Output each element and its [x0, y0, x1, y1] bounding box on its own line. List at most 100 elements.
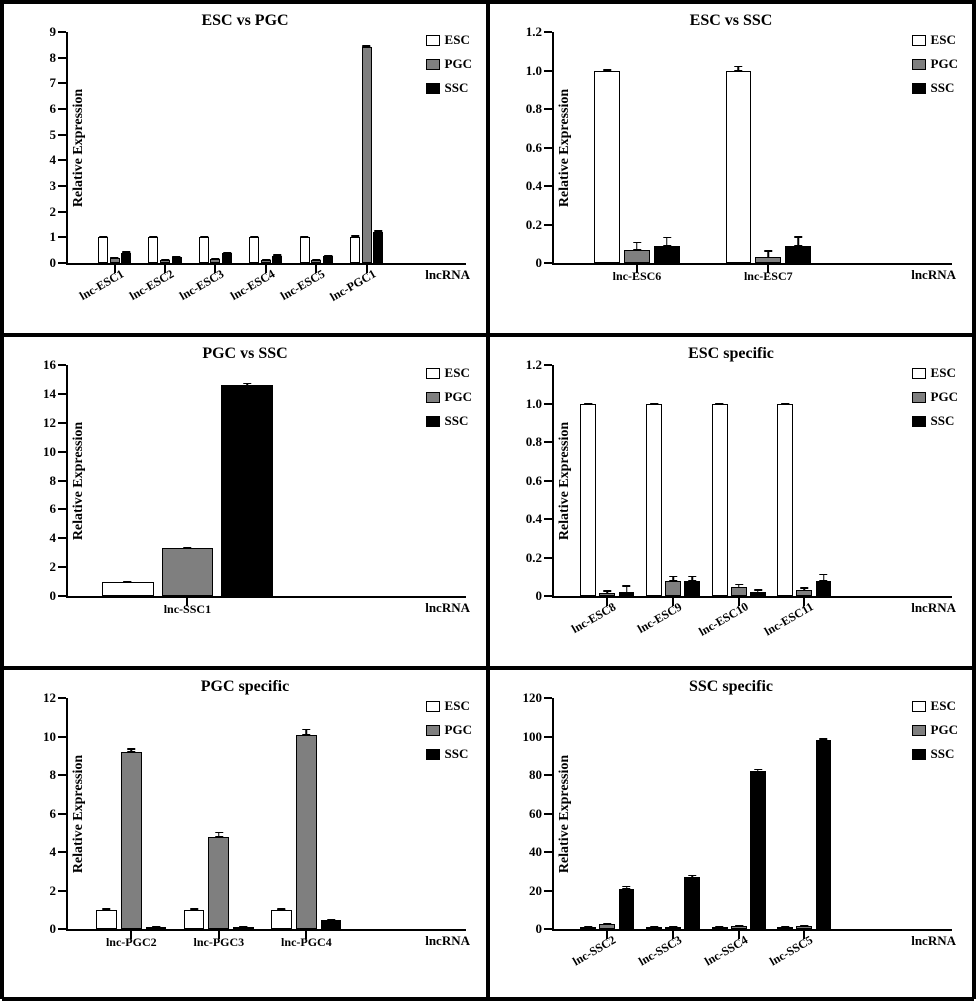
x-axis-label: lncRNA	[425, 267, 470, 283]
error-bar	[823, 738, 825, 741]
panel-esc_vs_pgc: ESC vs PGCESCPGCSSCRelative Expression01…	[2, 2, 488, 335]
y-tick	[544, 480, 552, 482]
y-tick	[544, 890, 552, 892]
y-tick	[544, 262, 552, 264]
bars-container	[68, 32, 466, 263]
y-tick-label: 60	[529, 806, 542, 822]
bar-ssc	[816, 581, 832, 596]
y-tick	[58, 537, 66, 539]
y-tick	[58, 236, 66, 238]
bar-ssc	[654, 246, 680, 263]
error-bar	[691, 875, 693, 878]
error-bar	[306, 729, 308, 736]
y-tick-label: 14	[43, 386, 56, 402]
x-tick-label: lnc-ESC3	[177, 267, 227, 304]
chart-title: PGC specific	[14, 678, 476, 696]
bars-container	[554, 698, 952, 929]
error-bar	[193, 908, 195, 911]
x-tick-label: lnc-PGC2	[106, 935, 157, 950]
bar-ssc	[816, 740, 832, 929]
chart-area: Relative Expression024681012lnc-PGC2lnc-…	[66, 698, 466, 953]
bar-pgc	[731, 926, 747, 929]
y-tick-label: 8	[50, 473, 57, 489]
bar-pgc	[755, 257, 781, 263]
y-tick-label: 0.2	[526, 217, 542, 233]
error-bar	[203, 236, 205, 239]
bars-container	[554, 32, 952, 263]
y-tick	[544, 518, 552, 520]
y-tick	[58, 774, 66, 776]
chart-title: ESC vs SSC	[500, 12, 962, 30]
y-tick	[544, 774, 552, 776]
bar-group	[248, 32, 284, 263]
bar-esc	[726, 71, 752, 264]
bar-ssc	[684, 581, 700, 596]
error-bar	[588, 403, 590, 405]
bar-group	[96, 32, 132, 263]
error-bar	[226, 252, 228, 255]
bar-pgc	[599, 924, 615, 929]
y-tick-label: 0	[50, 921, 57, 937]
x-tick-label: lnc-ESC10	[696, 599, 751, 639]
y-tick-label: 1.0	[526, 63, 542, 79]
bar-pgc	[796, 926, 812, 929]
y-tick-label: 0.2	[526, 550, 542, 566]
bar-pgc	[210, 259, 220, 263]
bar-esc	[271, 910, 292, 929]
chart-area: Relative Expression0246810121416lnc-SSC1…	[66, 365, 466, 620]
x-tick-label: lnc-ESC2	[127, 267, 177, 304]
error-bar	[106, 908, 108, 911]
panel-pgc_specific: PGC specificESCPGCSSCRelative Expression…	[2, 668, 488, 1001]
bar-pgc	[362, 47, 372, 263]
error-bar	[377, 230, 379, 233]
y-tick	[58, 480, 66, 482]
bar-esc	[646, 404, 662, 597]
x-tick-label: lnc-SSC4	[702, 933, 751, 970]
plot-region: Relative Expression020406080100120lnc-SS…	[552, 698, 952, 931]
bar-pgc	[121, 752, 142, 929]
error-bar	[653, 403, 655, 405]
y-tick-label: 2	[50, 559, 57, 575]
bar-group	[711, 365, 767, 596]
y-tick	[544, 441, 552, 443]
bar-ssc	[619, 889, 635, 929]
y-tick	[58, 393, 66, 395]
error-bar	[666, 237, 668, 247]
chart-area: Relative Expression0123456789lnc-ESC1lnc…	[66, 32, 466, 287]
y-tick	[58, 595, 66, 597]
error-bar	[738, 584, 740, 589]
error-bar	[327, 255, 329, 257]
bar-esc	[777, 404, 793, 597]
x-tick-label: lnc-ESC7	[744, 269, 793, 284]
y-tick-label: 4	[50, 152, 57, 168]
x-tick-label: lnc-ESC4	[228, 267, 278, 304]
bar-group	[197, 32, 233, 263]
bar-group	[98, 365, 277, 596]
chart-area: Relative Expression00.20.40.60.81.01.2ln…	[552, 365, 952, 620]
bar-group	[183, 698, 255, 929]
error-bar	[246, 383, 248, 387]
bars-container	[554, 365, 952, 596]
x-tick-label: lnc-SSC5	[768, 933, 817, 970]
bar-pgc	[796, 590, 812, 596]
error-bar	[653, 926, 655, 928]
x-tick-label: lnc-SSC3	[636, 933, 685, 970]
panel-pgc_vs_ssc: PGC vs SSCESCPGCSSCRelative Expression02…	[2, 335, 488, 668]
bar-ssc	[323, 256, 333, 263]
y-tick	[544, 736, 552, 738]
y-tick-label: 0	[536, 921, 543, 937]
bar-pgc	[665, 927, 681, 930]
bar-group	[645, 698, 701, 929]
y-tick-label: 0.8	[526, 101, 542, 117]
error-bar	[719, 926, 721, 928]
y-tick	[58, 928, 66, 930]
error-bar	[114, 257, 116, 259]
error-bar	[606, 69, 608, 72]
bars-container	[68, 698, 466, 929]
error-bar	[366, 45, 368, 48]
y-tick-label: 8	[50, 767, 57, 783]
bar-group	[593, 32, 681, 263]
y-tick-label: 20	[529, 883, 542, 899]
error-bar	[757, 769, 759, 772]
bar-esc	[148, 237, 158, 263]
